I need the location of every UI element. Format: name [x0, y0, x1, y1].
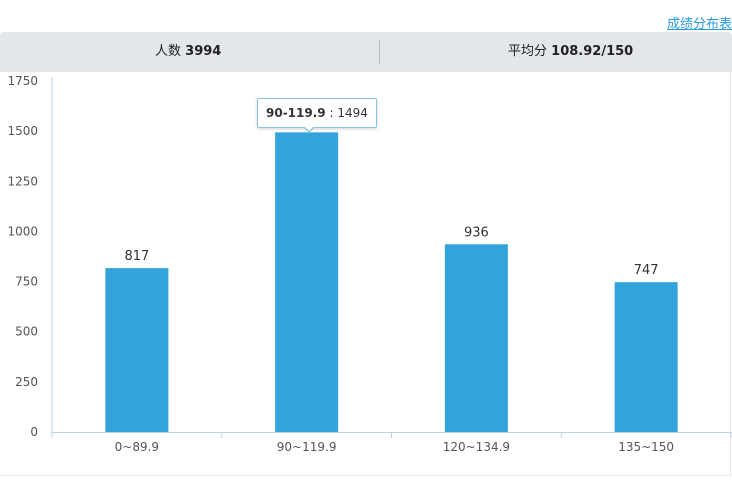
- bar: [444, 244, 508, 432]
- stats-bar: 人数 3994 平均分 108.92/150: [0, 32, 732, 72]
- y-tick-label: 1250: [7, 174, 38, 188]
- bar: [105, 268, 169, 432]
- bar-tooltip: 90-119.9 : 1494: [257, 98, 377, 128]
- tooltip-category: 90-119.9: [266, 106, 326, 120]
- bar: [614, 282, 678, 432]
- participant-count-value: 3994: [185, 44, 222, 59]
- chart-panel: [0, 72, 731, 476]
- average-score-label: 平均分: [508, 44, 548, 59]
- score-distribution-link[interactable]: 成绩分布表: [666, 17, 732, 32]
- participant-count-label: 人数: [155, 44, 182, 59]
- bar: [275, 132, 339, 432]
- average-score: 平均分 108.92/150: [508, 32, 633, 72]
- x-tick-label: 120~134.9: [443, 440, 510, 454]
- tooltip-arrow: [303, 126, 315, 133]
- bar-value-label: 936: [464, 225, 489, 240]
- y-tick-label: 1750: [7, 74, 38, 88]
- y-tick-label: 0: [30, 425, 38, 439]
- stats-divider: [379, 40, 380, 64]
- bar-value-label: 817: [124, 249, 149, 264]
- y-tick-label: 1000: [7, 224, 38, 238]
- y-tick-label: 500: [15, 325, 38, 339]
- bar-value-label: 747: [634, 263, 659, 278]
- y-tick-label: 250: [15, 375, 38, 389]
- y-tick-label: 750: [15, 275, 38, 289]
- y-tick-label: 1500: [7, 124, 38, 138]
- tooltip-value: 1494: [337, 106, 368, 120]
- tooltip-separator: :: [325, 106, 338, 120]
- participant-count: 人数 3994: [155, 32, 221, 72]
- average-score-value: 108.92/150: [551, 44, 634, 59]
- x-tick-label: 90~119.9: [277, 440, 337, 454]
- x-tick-label: 135~150: [618, 440, 674, 454]
- x-tick-label: 0~89.9: [115, 440, 159, 454]
